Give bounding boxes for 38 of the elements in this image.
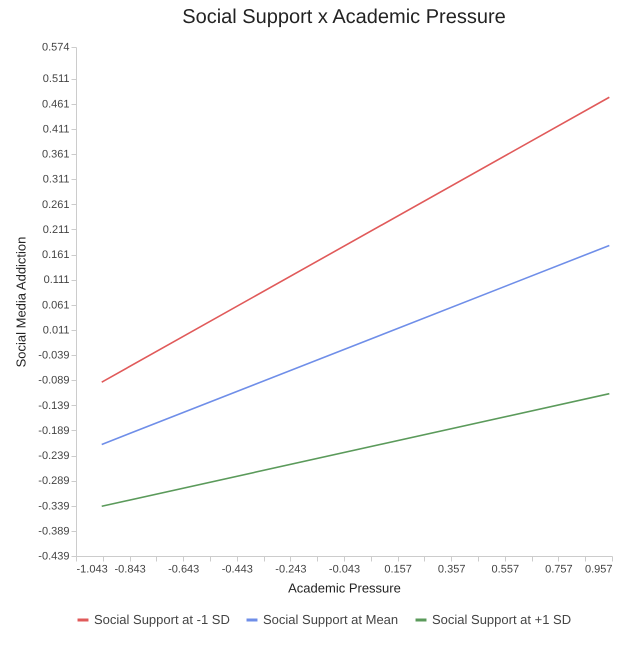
x-tick-label: 0.157 (384, 564, 412, 576)
chart-title: Social Support x Academic Pressure (182, 6, 506, 28)
x-tick-label: -0.643 (168, 564, 200, 576)
x-tick-label: -0.843 (114, 564, 146, 576)
y-tick-label: -0.439 (38, 550, 70, 562)
y-tick-label: 0.361 (42, 148, 70, 161)
y-tick-label: 0.461 (42, 98, 70, 110)
y-tick-label: 0.011 (42, 324, 70, 336)
y-tick-label: -0.139 (38, 400, 70, 412)
y-tick-label: 0.511 (42, 73, 70, 86)
y-tick-label: -0.089 (38, 374, 70, 387)
y-tick-label: 0.211 (42, 224, 70, 236)
x-tick-label: 0.357 (438, 564, 466, 576)
y-axis-title: Social Media Addiction (13, 236, 28, 368)
legend-label: Social Support at +1 SD (432, 612, 572, 627)
y-tick-label: 0.311 (42, 174, 70, 186)
x-tick-label: 0.757 (545, 564, 573, 576)
y-tick-label: 0.411 (42, 123, 70, 136)
y-tick-label: 0.574 (42, 42, 70, 54)
x-tick-label: 0.557 (492, 564, 520, 576)
y-tick-label: 0.261 (42, 198, 70, 211)
y-tick-label: -0.389 (38, 525, 70, 538)
x-tick-label: -1.043 (76, 564, 108, 576)
y-tick-label: -0.289 (38, 475, 70, 488)
y-tick-label: 0.161 (42, 249, 70, 262)
legend-label: Social Support at -1 SD (94, 612, 230, 627)
x-tick-label: 0.957 (584, 564, 612, 576)
y-tick-label: -0.239 (38, 450, 70, 462)
x-tick-label: -0.243 (275, 564, 306, 576)
legend-label: Social Support at Mean (263, 612, 398, 627)
x-axis-title: Academic Pressure (288, 580, 401, 596)
y-tick-label: -0.039 (38, 350, 70, 362)
y-tick-label: -0.339 (38, 500, 70, 512)
x-tick-label: -0.043 (328, 564, 360, 576)
y-tick-label: 0.111 (44, 274, 70, 286)
x-tick-label: -0.443 (222, 564, 253, 576)
y-tick-label: -0.189 (38, 424, 70, 437)
y-tick-label: 0.061 (42, 299, 70, 312)
